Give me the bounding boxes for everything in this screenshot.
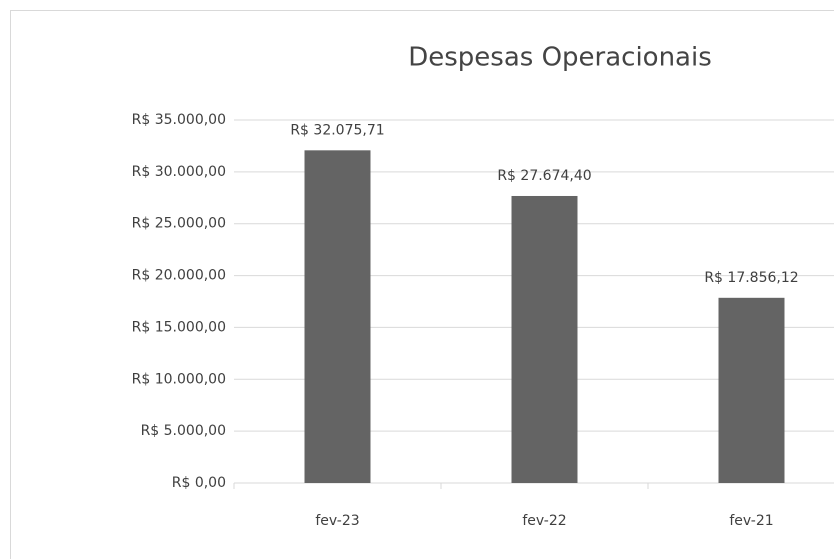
value-label: R$ 17.856,12 [704, 270, 798, 286]
x-tick-label: fev-22 [522, 513, 566, 529]
y-tick-label: R$ 5.000,00 [141, 423, 226, 439]
bar [304, 150, 371, 483]
x-tick-label: fev-21 [729, 513, 773, 529]
y-tick-label: R$ 15.000,00 [132, 319, 226, 335]
bar [718, 297, 785, 483]
y-tick-label: R$ 10.000,00 [132, 371, 226, 387]
y-tick-label: R$ 0,00 [172, 475, 226, 491]
value-label: R$ 27.674,40 [497, 168, 591, 184]
y-tick-label: R$ 25.000,00 [132, 216, 226, 232]
value-label: R$ 32.075,71 [290, 122, 384, 138]
chart-title: Despesas Operacionais [408, 43, 712, 73]
y-tick-label: R$ 30.000,00 [132, 164, 226, 180]
y-tick-label: R$ 20.000,00 [132, 268, 226, 284]
y-tick-label: R$ 35.000,00 [132, 112, 226, 128]
bar [511, 195, 578, 484]
chart-border [10, 10, 834, 559]
x-tick-label: fev-23 [315, 513, 359, 529]
